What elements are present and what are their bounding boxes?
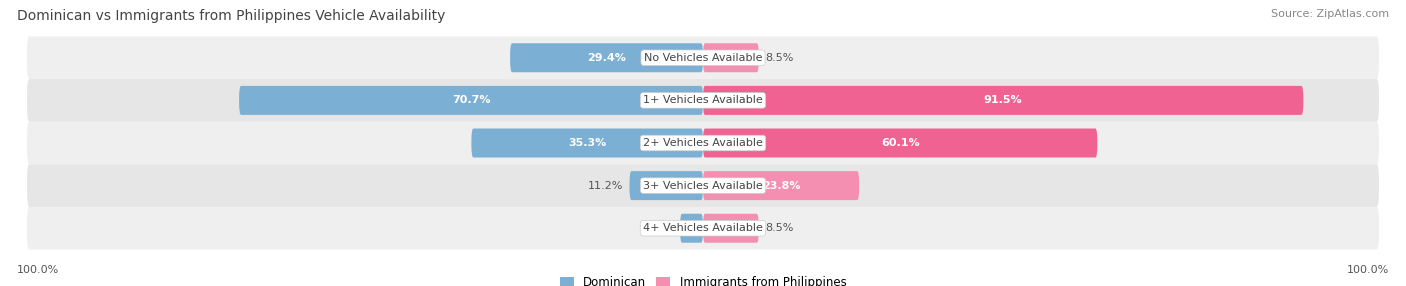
Text: No Vehicles Available: No Vehicles Available [644,53,762,63]
FancyBboxPatch shape [630,171,703,200]
FancyBboxPatch shape [703,128,1097,158]
Text: 29.4%: 29.4% [588,53,626,63]
Text: 70.7%: 70.7% [451,95,491,105]
Text: 100.0%: 100.0% [1347,265,1389,275]
Text: 4+ Vehicles Available: 4+ Vehicles Available [643,223,763,233]
FancyBboxPatch shape [681,214,703,243]
Text: 91.5%: 91.5% [984,95,1022,105]
Text: 60.1%: 60.1% [880,138,920,148]
FancyBboxPatch shape [510,43,703,72]
FancyBboxPatch shape [471,128,703,158]
Text: Source: ZipAtlas.com: Source: ZipAtlas.com [1271,9,1389,19]
Text: 11.2%: 11.2% [588,181,623,191]
Text: Dominican vs Immigrants from Philippines Vehicle Availability: Dominican vs Immigrants from Philippines… [17,9,446,23]
Text: 3+ Vehicles Available: 3+ Vehicles Available [643,181,763,191]
Text: 1+ Vehicles Available: 1+ Vehicles Available [643,95,763,105]
Text: 8.5%: 8.5% [765,223,794,233]
Text: 23.8%: 23.8% [762,181,800,191]
FancyBboxPatch shape [703,171,859,200]
FancyBboxPatch shape [27,122,1379,164]
FancyBboxPatch shape [703,86,1303,115]
Text: 2+ Vehicles Available: 2+ Vehicles Available [643,138,763,148]
FancyBboxPatch shape [703,43,759,72]
FancyBboxPatch shape [27,164,1379,207]
FancyBboxPatch shape [239,86,703,115]
Text: 100.0%: 100.0% [17,265,59,275]
Text: 35.3%: 35.3% [568,138,606,148]
FancyBboxPatch shape [27,79,1379,122]
FancyBboxPatch shape [703,214,759,243]
FancyBboxPatch shape [27,207,1379,250]
Text: 8.5%: 8.5% [765,53,794,63]
Text: 3.5%: 3.5% [645,223,673,233]
FancyBboxPatch shape [27,36,1379,79]
Legend: Dominican, Immigrants from Philippines: Dominican, Immigrants from Philippines [555,271,851,286]
